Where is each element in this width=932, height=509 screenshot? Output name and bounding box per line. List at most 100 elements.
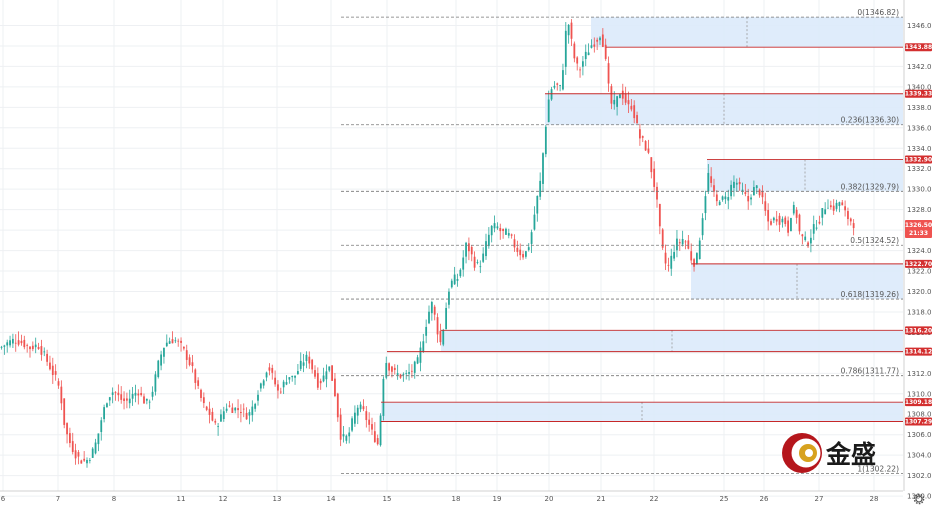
candle [496,222,499,230]
candle [596,37,599,51]
candle [439,323,442,346]
fib-level-label: 0.382(1329.79) [841,182,899,191]
candle [624,86,627,106]
candle [681,230,684,247]
logo-text: 金盛 [825,440,876,469]
settings-gear-icon[interactable] [913,493,925,505]
candle [356,404,359,425]
candle [433,304,436,321]
candle [408,363,410,381]
svg-text:1309.18: 1309.18 [905,399,932,406]
candle [844,200,846,217]
svg-text:1326.50: 1326.50 [905,222,932,229]
candle [750,194,752,206]
y-tick-label: 1338.00 [907,104,932,112]
candle [436,313,439,343]
candle [448,288,450,309]
candle [584,44,587,67]
y-tick-label: 1320.00 [907,288,932,296]
candle [262,379,265,389]
candle [738,177,741,191]
candle [710,167,713,188]
candle [567,23,570,44]
candle [174,337,177,344]
candle [299,352,302,371]
candle [180,337,182,352]
candle [29,345,31,358]
candle [815,220,818,231]
candle [616,95,618,116]
candle [194,368,197,390]
candle [111,387,114,404]
y-tick-label: 1324.00 [907,247,932,255]
candle [505,227,507,235]
candle [251,400,254,422]
candle [428,305,430,325]
candle [402,372,405,382]
candle [305,351,308,369]
candle [787,216,789,237]
candle [197,377,200,389]
candle [693,257,695,272]
candle [37,342,40,350]
candle [610,83,613,110]
candle [362,399,365,412]
candle [673,244,675,262]
candle [838,201,841,213]
candle [288,377,291,384]
price-tag: 1307.29 [905,417,932,426]
candlestick-series [0,19,855,468]
y-tick-label: 1340.00 [907,83,932,91]
candle [214,418,217,425]
candle [516,240,519,257]
candle [772,216,775,224]
candle [123,391,125,410]
y-tick-label: 1312.00 [907,370,932,378]
candle [31,341,34,352]
candle [456,273,459,287]
candle [670,248,673,276]
svg-text:1316.20: 1316.20 [905,327,932,334]
candle [658,203,661,235]
x-tick-label: 11 [177,495,186,503]
candle [636,111,638,124]
candle [721,195,724,202]
candle [718,200,721,206]
candle [302,354,305,373]
svg-text:1307.29: 1307.29 [905,419,932,426]
candle [445,302,447,330]
x-tick-label: 8 [112,495,116,503]
x-tick-label: 6 [1,495,6,503]
svg-text:1322.70: 1322.70 [905,261,932,268]
candle [231,403,234,414]
time-axis[interactable]: 6 7 8 11 12 13 14 15 18 19 20 21 22 25 26 27 28 [0,490,903,503]
candle [373,422,376,444]
candle [832,199,835,215]
candle [63,398,66,429]
candle [185,344,188,369]
candle [601,28,604,48]
candle [77,449,80,465]
candle [527,243,530,252]
svg-text:1339.33: 1339.33 [905,91,932,98]
candle [282,379,285,395]
candle [519,243,522,261]
candle [308,351,311,369]
candle [154,371,157,396]
candle [205,405,208,412]
candle [376,434,379,446]
candle [633,100,636,124]
candle [354,405,356,427]
candle [536,195,539,222]
candle [128,389,131,409]
candle [667,257,670,272]
candle [701,213,704,240]
candle [576,56,579,71]
candle [137,389,140,405]
candle [234,407,237,414]
candle [339,408,342,447]
candle [145,398,148,405]
candle [83,451,86,462]
fib-level-label: 0(1346.82) [857,8,899,17]
